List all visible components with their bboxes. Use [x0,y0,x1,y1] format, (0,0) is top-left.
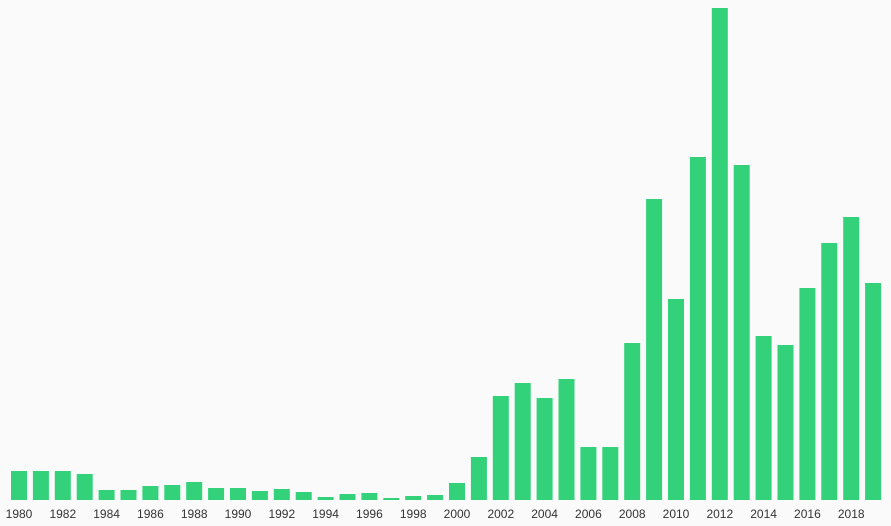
x-tick-label-2016: 2016 [794,507,821,521]
bar-1986 [142,486,159,500]
bar-1983 [76,474,93,500]
bar-1981 [32,471,49,500]
bar-1998 [405,496,422,500]
x-axis-tick-labels: 1980 1982 1984 1986 1988 1990 1992 1994 1996 1998… [6,507,865,521]
bar-2015 [777,345,794,500]
x-tick-label-1982: 1982 [49,507,76,521]
bar-1995 [339,494,356,500]
bar-2007 [602,447,619,500]
bar-1980 [11,471,27,500]
x-tick-label-1988: 1988 [181,507,208,521]
bar-2008 [624,343,641,500]
bar-2000 [449,483,465,500]
bar-2009 [646,199,663,500]
x-tick-label-1996: 1996 [356,507,383,521]
bar-1992 [273,489,290,500]
bar-2010 [668,299,684,500]
bar-1988 [186,482,203,500]
x-tick-label-1998: 1998 [400,507,427,521]
bar-2006 [580,447,597,500]
bar-1982 [54,471,71,500]
x-tick-label-2008: 2008 [619,507,646,521]
bar-2012 [711,8,728,500]
bar-2005 [558,379,575,500]
bar-2016 [799,288,816,500]
bar-1997 [383,498,400,500]
x-tick-label-1984: 1984 [93,507,120,521]
x-tick-label-2000: 2000 [444,507,471,521]
bar-2001 [470,457,487,500]
bar-2013 [733,165,750,500]
bar-2014 [755,336,772,500]
bar-1993 [295,492,312,500]
bar-2011 [689,157,706,500]
bar-2002 [492,396,509,500]
bar-1996 [361,493,378,500]
bar-2017 [821,243,838,500]
bar-2019 [865,283,882,500]
bars-group [11,8,882,500]
bar-1984 [98,490,115,500]
bar-1987 [164,485,181,500]
bar-1991 [251,491,268,500]
x-tick-label-2014: 2014 [750,507,777,521]
x-tick-label-1992: 1992 [268,507,295,521]
x-tick-label-2004: 2004 [531,507,558,521]
bar-2004 [536,398,553,500]
x-tick-label-1990: 1990 [225,507,252,521]
x-tick-label-1994: 1994 [312,507,339,521]
x-tick-label-2006: 2006 [575,507,602,521]
bar-2018 [843,217,860,500]
x-tick-label-2018: 2018 [838,507,865,521]
x-tick-label-1980: 1980 [6,507,33,521]
bar-1990 [230,488,246,500]
x-tick-label-1986: 1986 [137,507,164,521]
bar-2003 [514,383,531,500]
x-tick-label-2012: 2012 [706,507,733,521]
bar-1999 [427,495,444,500]
bar-1989 [208,488,225,500]
x-tick-label-2010: 2010 [663,507,690,521]
bar-1994 [317,497,334,500]
bar-1985 [120,490,137,500]
x-tick-label-2002: 2002 [487,507,514,521]
